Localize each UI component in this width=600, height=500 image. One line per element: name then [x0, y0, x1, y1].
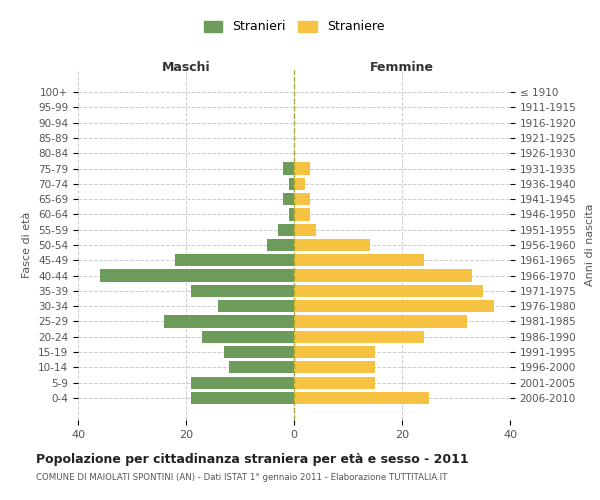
Bar	[294, 254, 424, 266]
Bar	[294, 300, 494, 312]
Bar	[218, 300, 294, 312]
Bar	[294, 162, 310, 174]
Bar	[294, 392, 429, 404]
Bar	[191, 376, 294, 389]
Bar	[267, 239, 294, 251]
Text: Maschi: Maschi	[161, 60, 211, 74]
Bar	[294, 376, 375, 389]
Bar	[278, 224, 294, 236]
Bar	[294, 316, 467, 328]
Y-axis label: Anni di nascita: Anni di nascita	[585, 204, 595, 286]
Bar	[294, 193, 310, 205]
Bar	[294, 224, 316, 236]
Bar	[224, 346, 294, 358]
Y-axis label: Fasce di età: Fasce di età	[22, 212, 32, 278]
Bar	[175, 254, 294, 266]
Bar	[283, 193, 294, 205]
Bar	[164, 316, 294, 328]
Bar	[229, 362, 294, 374]
Text: COMUNE DI MAIOLATI SPONTINI (AN) - Dati ISTAT 1° gennaio 2011 - Elaborazione TUT: COMUNE DI MAIOLATI SPONTINI (AN) - Dati …	[36, 472, 448, 482]
Bar	[202, 330, 294, 343]
Bar	[294, 285, 483, 297]
Bar	[294, 239, 370, 251]
Bar	[191, 285, 294, 297]
Bar	[294, 208, 310, 220]
Text: Popolazione per cittadinanza straniera per età e sesso - 2011: Popolazione per cittadinanza straniera p…	[36, 452, 469, 466]
Legend: Stranieri, Straniere: Stranieri, Straniere	[200, 16, 388, 38]
Bar	[283, 162, 294, 174]
Bar	[294, 362, 375, 374]
Bar	[294, 270, 472, 281]
Bar	[289, 178, 294, 190]
Bar	[191, 392, 294, 404]
Bar	[294, 346, 375, 358]
Bar	[100, 270, 294, 281]
Bar	[294, 178, 305, 190]
Text: Femmine: Femmine	[370, 60, 434, 74]
Bar	[294, 330, 424, 343]
Bar	[289, 208, 294, 220]
